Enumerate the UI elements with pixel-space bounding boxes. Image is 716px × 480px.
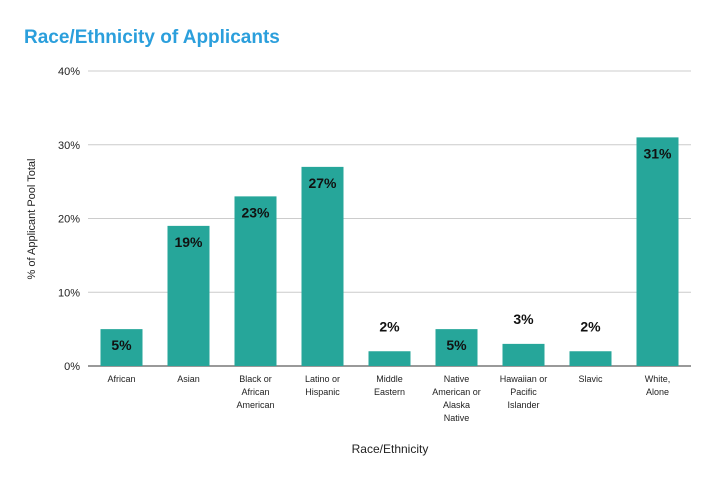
data-label: 27% bbox=[308, 175, 337, 191]
y-axis-label: % of Applicant Pool Total bbox=[26, 159, 38, 280]
data-label: 3% bbox=[513, 311, 534, 327]
x-tick-label: Latino or Hispanic bbox=[305, 374, 340, 397]
x-tick-label: Hawaiian or Pacific Islander bbox=[500, 374, 548, 410]
y-tick-label: 0% bbox=[64, 361, 80, 373]
bar bbox=[502, 343, 545, 366]
bar bbox=[368, 351, 411, 366]
x-tick-label: White, Alone bbox=[645, 374, 671, 397]
x-tick-label: Middle Eastern bbox=[374, 374, 405, 397]
y-tick-label: 30% bbox=[58, 140, 80, 152]
bar bbox=[100, 329, 143, 366]
data-label: 5% bbox=[446, 337, 467, 353]
x-tick-label: Slavic bbox=[578, 374, 603, 384]
bar bbox=[435, 329, 478, 366]
x-tick-label: Black or African American bbox=[236, 374, 274, 410]
data-label: 5% bbox=[111, 337, 132, 353]
bar bbox=[636, 137, 679, 366]
bar bbox=[167, 225, 210, 366]
data-label: 31% bbox=[643, 145, 672, 161]
bar bbox=[234, 196, 277, 366]
data-label: 19% bbox=[174, 234, 203, 250]
y-tick-label: 20% bbox=[58, 214, 80, 226]
x-tick-label: Native American or Alaska Native bbox=[432, 374, 481, 423]
data-label: 2% bbox=[580, 318, 601, 334]
chart-title: Race/Ethnicity of Applicants bbox=[24, 27, 280, 48]
x-axis-label: Race/Ethnicity bbox=[352, 442, 429, 456]
bar bbox=[301, 166, 344, 366]
y-tick-label: 40% bbox=[58, 66, 80, 78]
y-tick-label: 10% bbox=[58, 287, 80, 299]
x-tick-label: Asian bbox=[177, 374, 200, 384]
data-label: 23% bbox=[241, 204, 270, 220]
x-tick-label: African bbox=[107, 374, 135, 384]
data-label: 2% bbox=[379, 318, 400, 334]
bar bbox=[569, 351, 612, 366]
